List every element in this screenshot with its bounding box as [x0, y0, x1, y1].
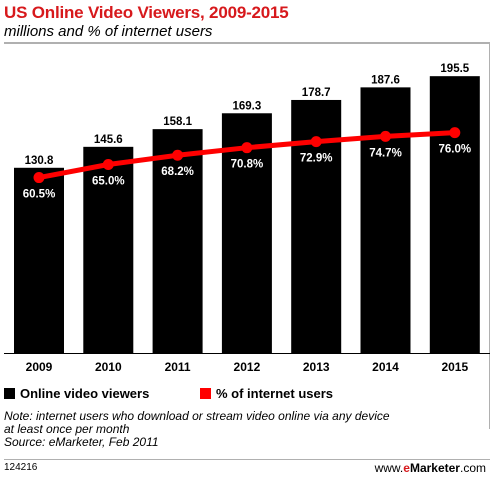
bar-2015 — [429, 76, 480, 353]
bar-2009 — [14, 167, 64, 353]
percent-point-2012 — [241, 142, 253, 154]
percent-value-label: 76.0% — [438, 144, 471, 156]
source-line: Source: eMarketer, Feb 2011 — [4, 435, 159, 449]
legend-label-viewers: Online video viewers — [20, 386, 150, 401]
legend-swatch-percent — [200, 388, 211, 399]
legend-swatch-viewers — [4, 388, 15, 399]
bar-value-label: 187.6 — [371, 74, 400, 86]
percent-value-label: 60.5% — [23, 189, 56, 201]
note-line-1: Note: internet users who download or str… — [4, 409, 390, 423]
bar-value-label: 130.8 — [25, 155, 54, 167]
x-tick-label: 2014 — [372, 360, 399, 374]
bar-2014 — [360, 87, 411, 353]
x-tick-label: 2015 — [441, 360, 468, 374]
bar-value-label: 145.6 — [94, 134, 123, 146]
bar-value-label: 195.5 — [440, 63, 469, 75]
x-tick-label: 2011 — [165, 360, 191, 374]
bar-2012 — [221, 113, 272, 353]
bar-value-label: 178.7 — [302, 87, 331, 99]
chart-title: US Online Video Viewers, 2009-2015 — [4, 3, 289, 22]
brand-suffix: .com — [459, 461, 486, 475]
note-line-2: at least once per month — [4, 422, 130, 436]
bar-2011 — [152, 129, 203, 353]
percent-value-label: 65.0% — [92, 176, 125, 188]
brand-e: e — [403, 461, 410, 475]
chart-subtitle: millions and % of internet users — [4, 23, 213, 40]
x-tick-label: 2010 — [95, 360, 122, 374]
x-tick-label: 2013 — [303, 360, 330, 374]
brand-name: Marketer — [409, 461, 460, 475]
brand-prefix: www. — [374, 461, 404, 475]
bar-value-label: 158.1 — [163, 116, 192, 128]
chart-id: 124216 — [4, 462, 38, 473]
chart-plot: 130.8 2009 145.6 2010 158.1 2011 169.3 2012 178.… — [4, 63, 490, 374]
percent-point-2011 — [172, 149, 184, 161]
bottom-divider — [4, 459, 490, 460]
bar-2010 — [83, 146, 134, 353]
percent-value-label: 70.8% — [231, 159, 264, 171]
percent-point-2015 — [449, 127, 461, 139]
percent-value-label: 72.9% — [300, 153, 333, 165]
percent-value-label: 74.7% — [369, 147, 402, 159]
brand-link[interactable]: www.eMarketer.com — [375, 461, 486, 475]
chart-frame — [4, 44, 490, 429]
percent-point-2013 — [310, 136, 322, 148]
percent-point-2010 — [102, 159, 114, 170]
top-divider — [4, 42, 490, 44]
x-tick-label: 2012 — [234, 360, 261, 374]
legend: Online video viewers % of internet users — [4, 386, 484, 404]
chart-note: Note: internet users who download or str… — [4, 410, 484, 449]
percent-point-2014 — [380, 130, 391, 142]
legend-item-percent: % of internet users — [200, 386, 333, 401]
x-tick-label: 2009 — [26, 360, 53, 374]
legend-item-viewers: Online video viewers — [4, 386, 149, 401]
percent-value-label: 68.2% — [161, 166, 194, 178]
bar-value-label: 169.3 — [233, 100, 262, 112]
legend-label-percent: % of internet users — [216, 386, 334, 401]
percent-point-2009 — [33, 172, 45, 184]
